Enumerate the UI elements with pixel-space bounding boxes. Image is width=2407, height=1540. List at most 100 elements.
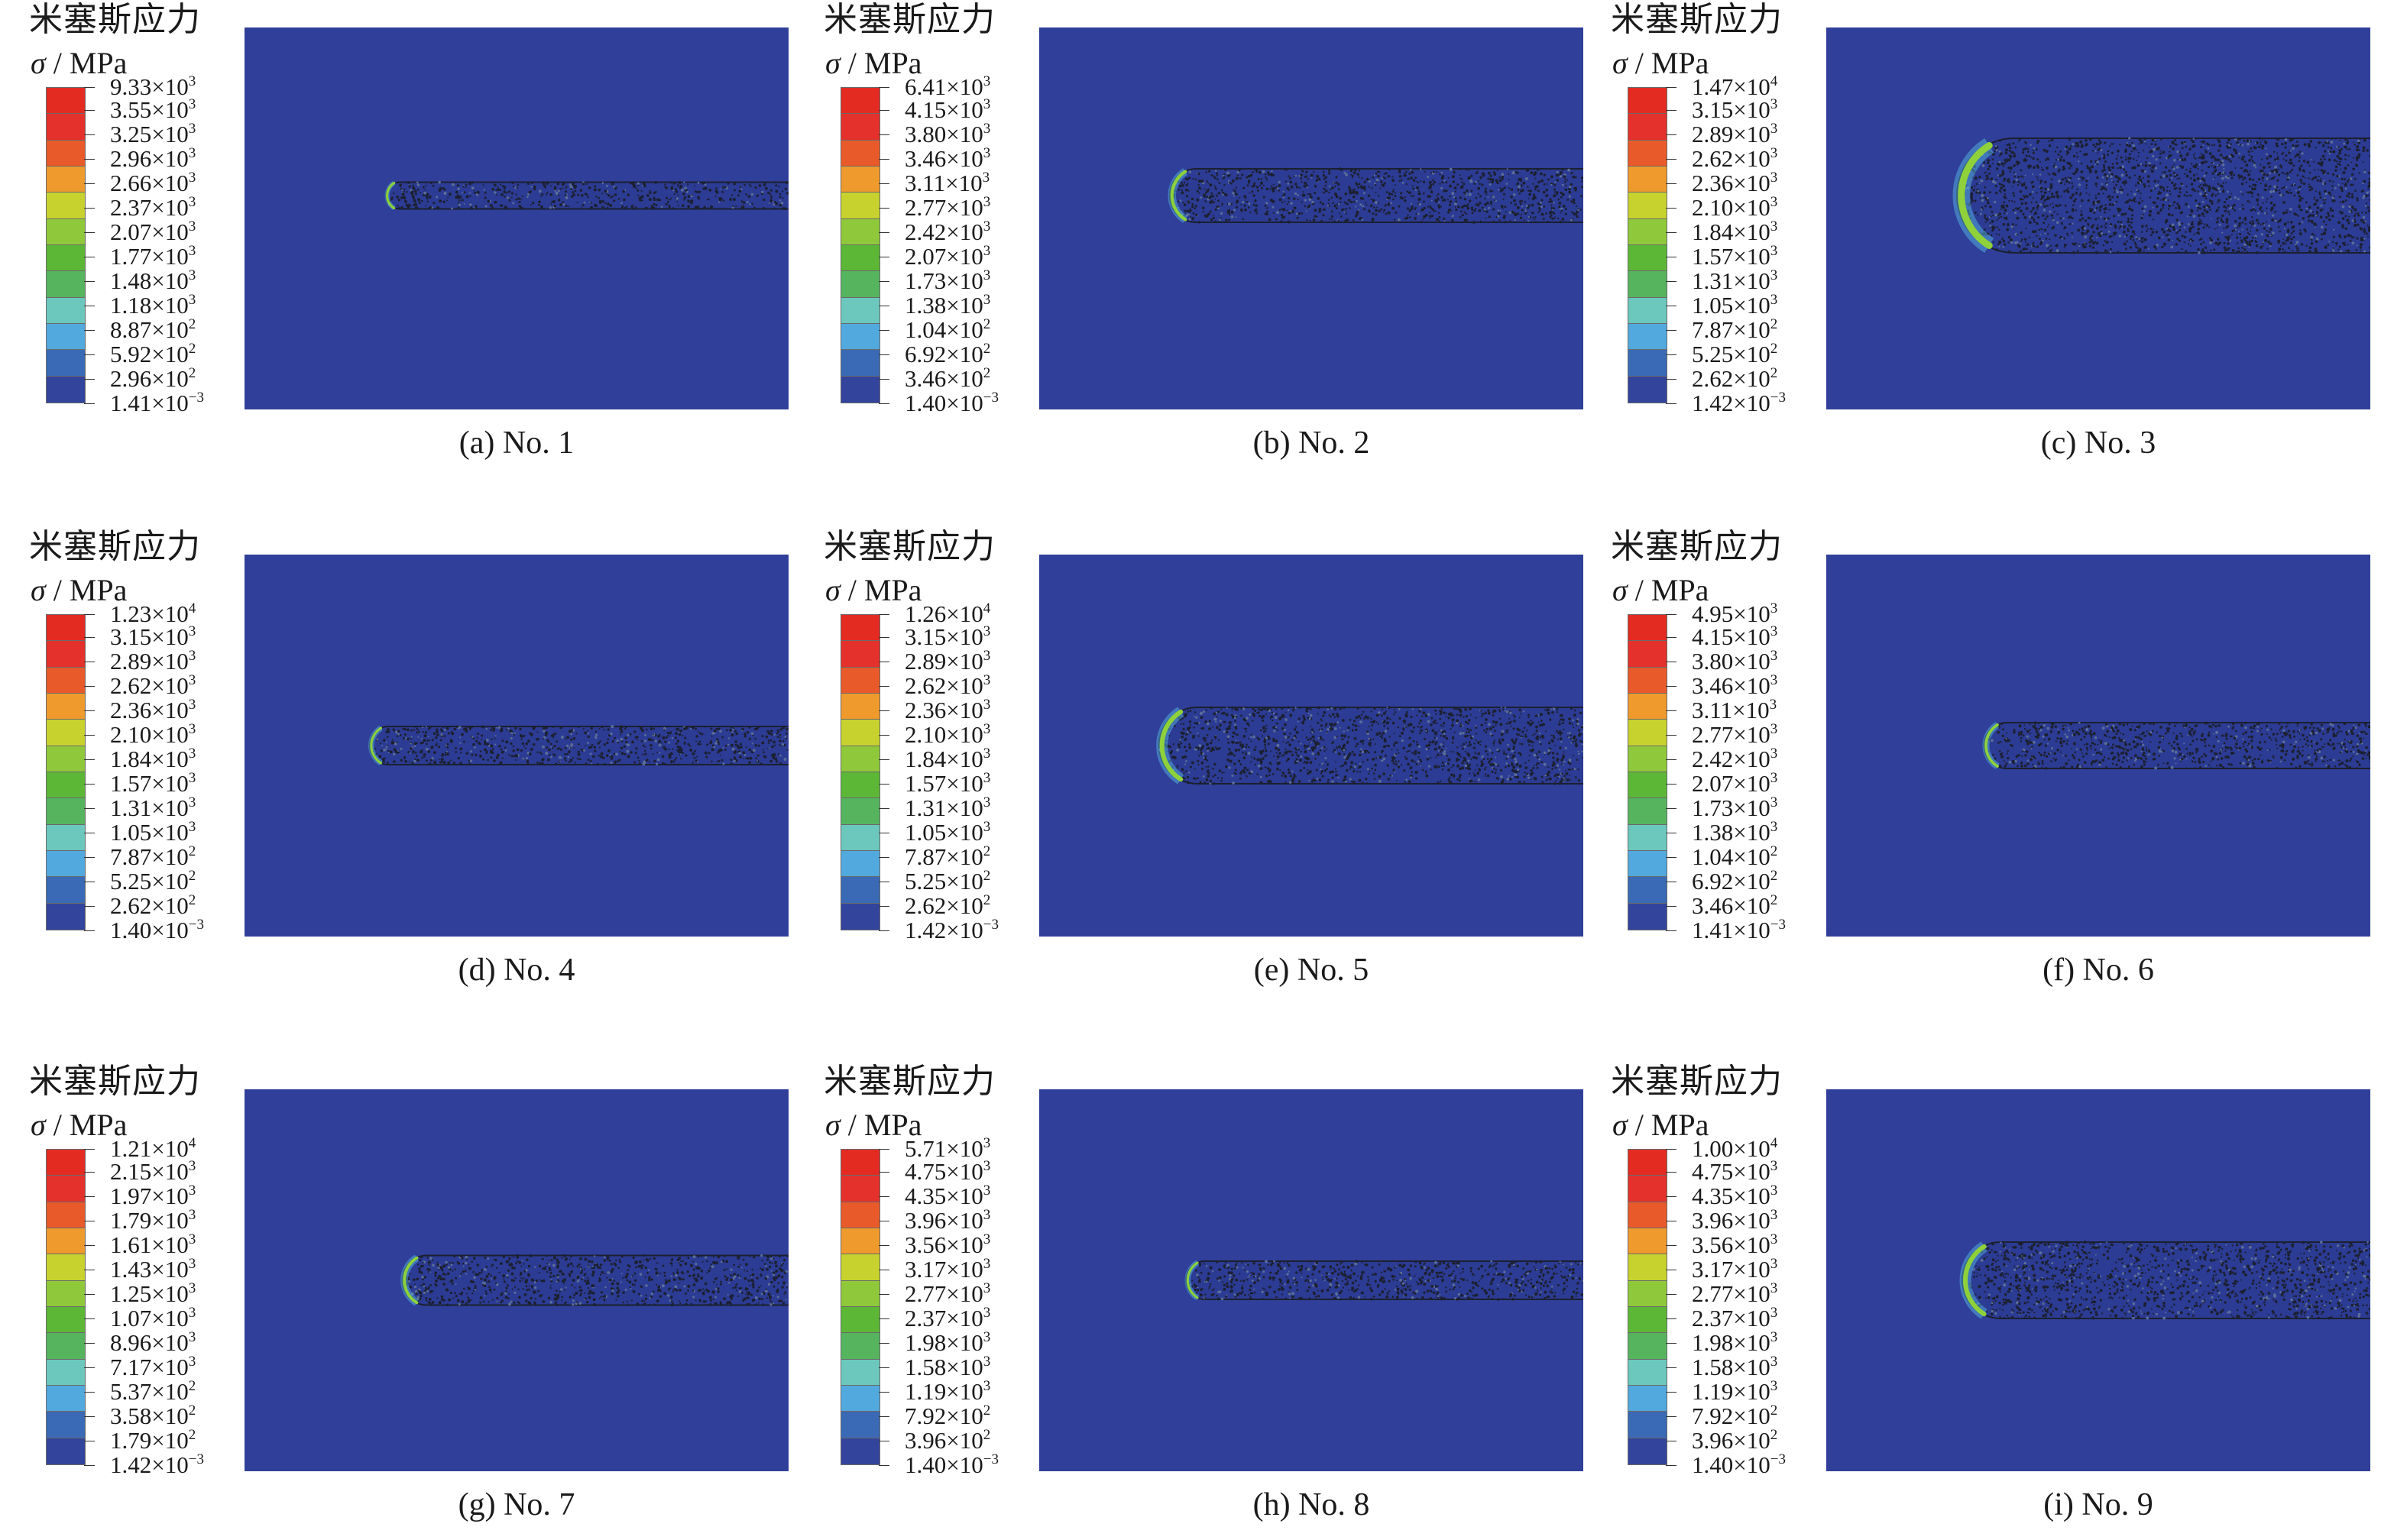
legend-tick	[879, 710, 889, 711]
legend-tick	[1666, 735, 1676, 736]
panel-c: 米塞斯应力 σ / MPa 1.47×104 3.15×103 2.89×103 2.…	[1605, 0, 2399, 474]
legend-tick-label: 2.62×102	[1692, 364, 1778, 392]
stress-contour-plot	[245, 555, 789, 937]
legend-tick	[84, 330, 95, 331]
legend-tick	[84, 403, 95, 404]
crack-zone	[1168, 168, 1583, 223]
sigma-symbol: σ	[1612, 573, 1628, 607]
legend-swatch	[841, 1254, 880, 1281]
legend-tick-label: 2.66×103	[110, 169, 196, 196]
legend-tick-label: 3.96×102	[905, 1426, 991, 1454]
stress-contour-plot	[1826, 28, 2370, 409]
legend-tick-label: 1.57×103	[1692, 242, 1778, 270]
legend-tick	[879, 1392, 889, 1393]
legend-swatch	[841, 88, 880, 115]
contour-svg	[1168, 167, 1583, 224]
crack-particles	[387, 180, 789, 211]
panel-caption: (a) No. 1	[458, 425, 575, 461]
color-legend: 1.26×104 3.15×103 2.89×103 2.62×103 2.36×103…	[841, 601, 1024, 942]
legend-tick-label: 1.31×103	[110, 794, 196, 821]
legend-tick-label: 2.96×102	[110, 364, 196, 392]
legend-tick	[879, 232, 889, 233]
panel-caption: (c) No. 3	[2040, 425, 2156, 461]
legend-tick	[1666, 134, 1676, 135]
legend-tick	[879, 614, 889, 615]
legend-tick-label: 1.31×103	[905, 794, 991, 821]
legend-tick	[84, 1416, 95, 1417]
legend-tick-label: 2.10×103	[110, 720, 196, 748]
contour-svg	[1184, 1260, 1583, 1301]
legend-tick	[879, 1196, 889, 1197]
legend-tick	[1666, 232, 1676, 233]
contour-svg	[1952, 137, 2370, 254]
legend-tick-label: 1.42×10−3	[905, 916, 999, 943]
stress-concentration-arc	[1984, 723, 1999, 768]
legend-tick-label: 3.11×103	[905, 169, 990, 196]
stress-concentration-arc	[1958, 142, 1993, 249]
unit-label: σ / MPa	[31, 46, 127, 81]
legend-swatch	[841, 114, 880, 141]
legend-tick	[879, 403, 889, 404]
legend-tick-label: 1.19×103	[905, 1377, 991, 1405]
color-legend: 1.23×104 3.15×103 2.89×103 2.62×103 2.36×103…	[46, 601, 229, 942]
legend-tick-label: 2.89×103	[110, 647, 196, 675]
contour-svg	[400, 1254, 789, 1307]
legend-color-bar	[46, 87, 86, 403]
legend-tick	[84, 735, 95, 736]
stress-concentration-arc	[403, 1256, 419, 1305]
panel-caption: (h) No. 8	[1252, 1487, 1370, 1522]
unit-text: / MPa	[1627, 46, 1709, 80]
unit-label: σ / MPa	[825, 1108, 922, 1143]
legend-tick-label: 1.25×103	[110, 1280, 196, 1307]
legend-tick	[879, 1416, 889, 1417]
legend-tick-label: 9.33×103	[110, 73, 196, 100]
legend-tick	[84, 87, 95, 88]
unit-label: σ / MPa	[825, 46, 922, 81]
legend-tick	[1666, 759, 1676, 760]
legend-tick-label: 1.05×103	[905, 818, 991, 846]
legend-tick-label: 3.56×103	[905, 1231, 991, 1258]
legend-title: 米塞斯应力	[824, 0, 996, 39]
legend-tick	[84, 710, 95, 711]
color-legend: 1.47×104 3.15×103 2.89×103 2.62×103 2.36×103…	[1628, 74, 1811, 415]
legend-tick-label: 3.80×103	[1692, 647, 1778, 675]
legend-swatch	[47, 641, 85, 668]
legend-tick	[1666, 87, 1676, 88]
legend-tick-label: 3.15×103	[905, 623, 991, 650]
legend-swatch	[841, 693, 880, 720]
legend-tick	[1666, 379, 1676, 380]
legend-tick-label: 3.15×103	[110, 623, 196, 650]
legend-tick	[84, 183, 95, 184]
color-legend: 1.21×104 2.15×103 1.97×103 1.79×103 1.61×103…	[46, 1136, 229, 1477]
legend-tick	[1666, 1343, 1676, 1344]
legend-tick-label: 1.40×10−3	[905, 1451, 999, 1478]
legend-tick	[1666, 110, 1676, 111]
legend-tick-label: 3.25×103	[110, 120, 196, 147]
legend-swatch	[1628, 1280, 1667, 1307]
legend-tick-label: 2.62×103	[1692, 144, 1778, 172]
legend-tick	[84, 1367, 95, 1368]
crack-particles	[1984, 721, 2370, 770]
unit-text: / MPa	[1627, 573, 1709, 607]
legend-tick-label: 6.41×103	[905, 73, 991, 100]
panel-e: 米塞斯应力 σ / MPa 1.26×104 3.15×103 2.89×103 2.…	[818, 527, 1612, 1001]
legend-tick	[1666, 784, 1676, 785]
legend-tick-label: 8.87×102	[110, 315, 196, 343]
legend-tick	[84, 1196, 95, 1197]
legend-tick-label: 3.46×103	[905, 144, 991, 172]
legend-tick	[879, 1318, 889, 1319]
legend-swatch	[1628, 877, 1667, 904]
legend-swatch	[1628, 1306, 1667, 1334]
legend-swatch	[1628, 88, 1667, 115]
legend-swatch	[47, 903, 85, 930]
legend-swatch	[1628, 1176, 1667, 1202]
legend-tick-label: 4.95×103	[1692, 600, 1778, 627]
panel-caption: (d) No. 4	[458, 953, 575, 988]
legend-tick-label: 3.96×103	[905, 1206, 991, 1234]
legend-tick-label: 2.77×103	[905, 1280, 991, 1307]
contour-svg	[1982, 721, 2370, 770]
legend-tick-label: 7.87×102	[905, 843, 991, 870]
legend-tick	[84, 1318, 95, 1319]
crack-particles	[1185, 1260, 1583, 1301]
legend-swatch	[1628, 1438, 1667, 1464]
